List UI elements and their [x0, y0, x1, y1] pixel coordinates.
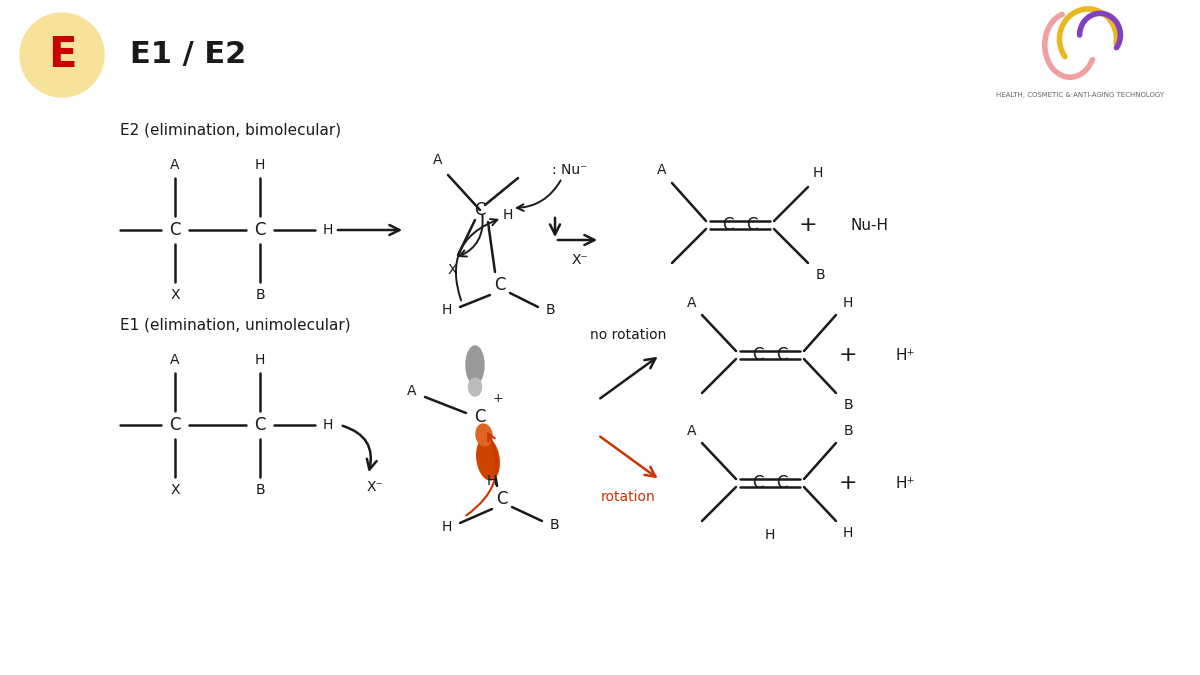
Text: X⁻: X⁻: [366, 480, 384, 494]
Text: X⁻: X⁻: [571, 253, 588, 267]
Text: E2 (elimination, bimolecular): E2 (elimination, bimolecular): [120, 122, 341, 138]
Text: C: C: [169, 416, 181, 434]
Text: H: H: [442, 520, 452, 534]
Text: +: +: [839, 473, 857, 493]
Text: A: A: [688, 296, 697, 310]
Text: E1 (elimination, unimolecular): E1 (elimination, unimolecular): [120, 317, 350, 333]
Text: C: C: [474, 201, 486, 219]
Text: B: B: [550, 518, 559, 532]
Text: +: +: [799, 215, 817, 235]
Text: +: +: [839, 345, 857, 365]
Text: C: C: [746, 216, 757, 234]
Text: no rotation: no rotation: [590, 328, 666, 342]
Text: H: H: [503, 208, 514, 222]
Text: C: C: [776, 346, 787, 364]
Ellipse shape: [476, 438, 499, 480]
Text: H: H: [842, 296, 853, 310]
Text: C: C: [722, 216, 733, 234]
Text: C: C: [776, 474, 787, 492]
Text: A: A: [688, 424, 697, 438]
Text: A: A: [170, 158, 180, 172]
Text: H: H: [323, 418, 334, 432]
Text: A: A: [170, 353, 180, 367]
Text: : Nu⁻: : Nu⁻: [552, 163, 588, 177]
Ellipse shape: [468, 378, 481, 396]
Text: Nu-H: Nu-H: [851, 217, 889, 232]
Text: C: C: [497, 490, 508, 508]
Ellipse shape: [476, 424, 492, 446]
Text: B: B: [256, 288, 265, 302]
Text: H: H: [812, 166, 823, 180]
Text: H: H: [487, 474, 497, 488]
Text: C: C: [254, 221, 265, 239]
Text: C: C: [254, 416, 265, 434]
Text: H: H: [254, 158, 265, 172]
Text: HEALTH, COSMETIC & ANTI-AGING TECHNOLOGY: HEALTH, COSMETIC & ANTI-AGING TECHNOLOGY: [996, 92, 1164, 98]
Text: B: B: [844, 398, 853, 412]
Text: H⁺: H⁺: [895, 475, 914, 491]
Text: X: X: [170, 483, 180, 497]
Text: C: C: [474, 408, 486, 426]
Text: C: C: [169, 221, 181, 239]
Text: H: H: [442, 303, 452, 317]
Text: X: X: [170, 288, 180, 302]
Text: rotation: rotation: [601, 490, 655, 504]
Text: A: A: [407, 384, 416, 398]
Circle shape: [20, 13, 104, 97]
Text: A: A: [658, 163, 667, 177]
Text: H⁺: H⁺: [895, 348, 914, 362]
Text: H: H: [323, 223, 334, 237]
Text: B: B: [545, 303, 554, 317]
Text: H: H: [842, 526, 853, 540]
Text: E: E: [48, 34, 77, 76]
Ellipse shape: [466, 346, 484, 384]
Text: H: H: [254, 353, 265, 367]
Text: B: B: [844, 424, 853, 438]
Text: X: X: [448, 263, 457, 277]
Text: H: H: [764, 528, 775, 542]
Text: +: +: [493, 392, 503, 406]
Text: C: C: [494, 276, 505, 294]
Text: C: C: [752, 474, 763, 492]
Text: E1 / E2: E1 / E2: [130, 40, 246, 70]
Text: C: C: [752, 346, 763, 364]
Text: B: B: [815, 268, 824, 282]
Text: A: A: [433, 153, 443, 167]
Text: B: B: [256, 483, 265, 497]
